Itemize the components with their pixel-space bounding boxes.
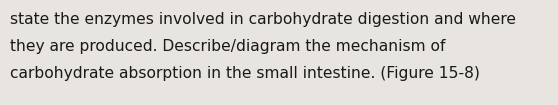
Text: state the enzymes involved in carbohydrate digestion and where: state the enzymes involved in carbohydra… [10,12,516,27]
Text: carbohydrate absorption in the small intestine. (Figure 15-8): carbohydrate absorption in the small int… [10,66,480,81]
Text: they are produced. Describe/diagram the mechanism of: they are produced. Describe/diagram the … [10,39,445,54]
